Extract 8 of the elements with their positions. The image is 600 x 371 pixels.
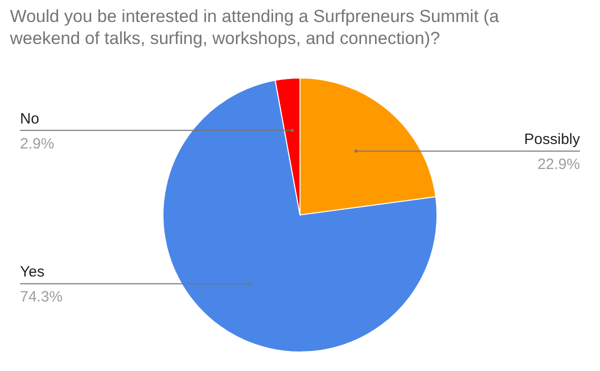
data-label: 74.3% (20, 288, 63, 306)
chart-title: Would you be interested in attending a Surfpreneurs Summit (a weekend of talks, surfing, workshops, and connection)? (9, 6, 500, 48)
data-label: 22.9% (537, 156, 580, 174)
slice-label: No (20, 110, 40, 128)
slice-label: Possibly (524, 131, 580, 148)
pie-slice (162, 80, 438, 352)
slice-label: Yes (20, 264, 44, 281)
data-label: 2.9% (20, 135, 54, 152)
